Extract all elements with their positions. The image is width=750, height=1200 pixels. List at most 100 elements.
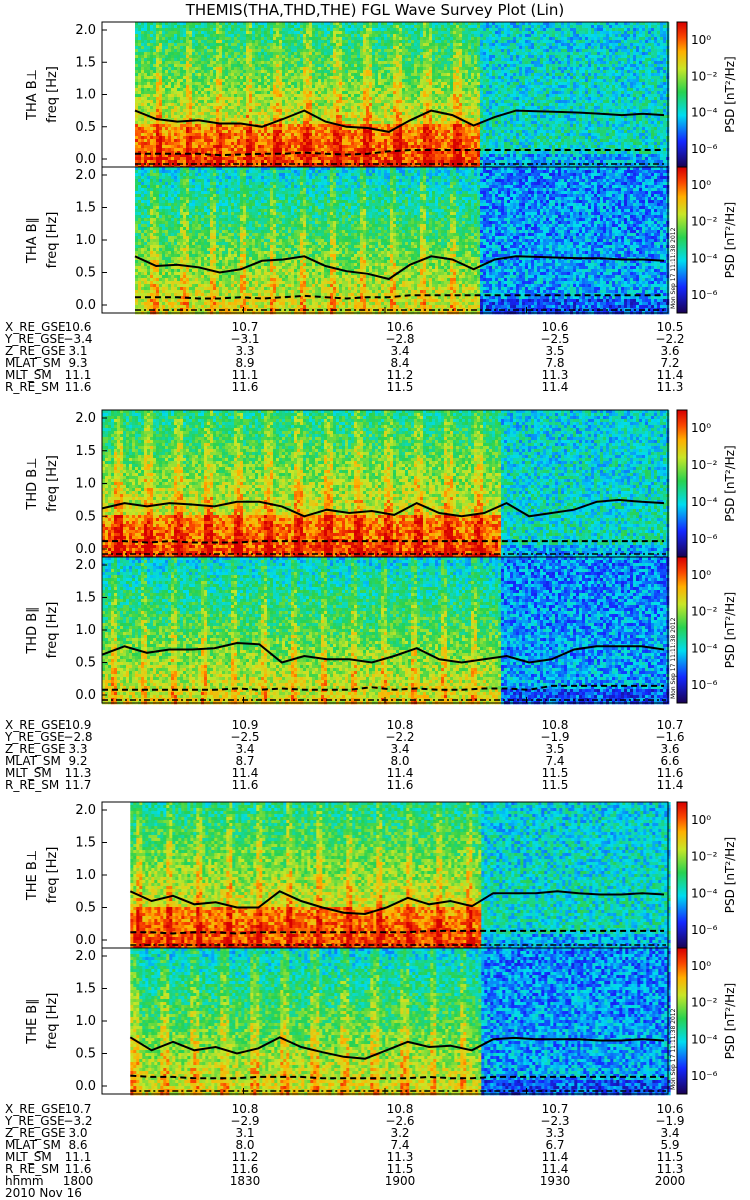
psd-cell <box>345 40 349 44</box>
psd-cell <box>198 163 202 167</box>
psd-cell <box>237 115 241 119</box>
psd-cell <box>258 22 262 26</box>
psd-cell <box>324 157 328 161</box>
psd-cell <box>177 127 181 131</box>
psd-cell <box>261 88 265 92</box>
psd-cell <box>291 106 295 110</box>
psd-cell <box>156 49 160 53</box>
psd-cell <box>405 127 409 131</box>
psd-cell <box>408 130 412 134</box>
psd-cell <box>417 58 421 62</box>
psd-cell <box>435 52 439 56</box>
psd-cell <box>294 94 298 98</box>
psd-cell <box>270 94 274 98</box>
psd-cell <box>222 103 226 107</box>
psd-cell <box>240 115 244 119</box>
psd-cell <box>174 34 178 38</box>
psd-cell <box>351 64 355 68</box>
psd-cell <box>396 157 400 161</box>
psd-cell <box>144 52 148 56</box>
psd-cell <box>390 64 394 68</box>
psd-cell <box>339 91 343 95</box>
psd-cell <box>162 88 166 92</box>
psd-cell <box>192 79 196 83</box>
psd-cell <box>165 28 169 32</box>
psd-cell <box>207 79 211 83</box>
psd-cell <box>237 82 241 86</box>
psd-cell <box>435 142 439 146</box>
psd-cell <box>189 88 193 92</box>
psd-cell <box>150 25 154 29</box>
psd-cell <box>192 31 196 35</box>
psd-cell <box>438 133 442 137</box>
psd-cell <box>177 142 181 146</box>
psd-cell <box>348 154 352 158</box>
psd-cell <box>357 37 361 41</box>
psd-cell <box>222 157 226 161</box>
psd-cell <box>246 73 250 77</box>
psd-cell <box>213 106 217 110</box>
psd-cell <box>375 79 379 83</box>
psd-cell <box>168 160 172 164</box>
psd-cell <box>165 157 169 161</box>
psd-cell <box>402 25 406 29</box>
psd-cell <box>321 133 325 137</box>
psd-cell <box>324 139 328 143</box>
psd-cell <box>315 109 319 113</box>
psd-cell <box>171 154 175 158</box>
psd-cell <box>267 109 271 113</box>
psd-cell <box>228 124 232 128</box>
psd-cell <box>192 94 196 98</box>
psd-cell <box>189 100 193 104</box>
psd-cell <box>381 64 385 68</box>
psd-cell <box>198 139 202 143</box>
psd-cell <box>438 34 442 38</box>
psd-cell <box>153 64 157 68</box>
psd-cell <box>318 55 322 59</box>
psd-cell <box>288 133 292 137</box>
psd-cell <box>186 31 190 35</box>
psd-cell <box>225 160 229 164</box>
psd-cell <box>192 37 196 41</box>
psd-cell <box>207 151 211 155</box>
psd-cell <box>285 157 289 161</box>
psd-cell <box>375 28 379 32</box>
psd-cell <box>234 28 238 32</box>
psd-cell <box>363 28 367 32</box>
psd-cell <box>351 136 355 140</box>
psd-cell <box>255 103 259 107</box>
psd-cell <box>405 103 409 107</box>
psd-cell <box>135 94 139 98</box>
psd-cell <box>312 100 316 104</box>
psd-cell <box>348 145 352 149</box>
psd-cell <box>396 25 400 29</box>
psd-cell <box>138 79 142 83</box>
psd-cell <box>420 115 424 119</box>
psd-cell <box>375 118 379 122</box>
psd-cell <box>345 157 349 161</box>
psd-cell <box>138 133 142 137</box>
psd-cell <box>312 127 316 131</box>
psd-cell <box>399 52 403 56</box>
psd-cell <box>324 34 328 38</box>
psd-cell <box>378 100 382 104</box>
psd-cell <box>357 34 361 38</box>
psd-cell <box>183 43 187 47</box>
psd-cell <box>231 91 235 95</box>
psd-cell <box>363 142 367 146</box>
psd-cell <box>309 124 313 128</box>
psd-cell <box>216 88 220 92</box>
psd-cell <box>264 157 268 161</box>
psd-cell <box>351 148 355 152</box>
psd-cell <box>405 106 409 110</box>
psd-cell <box>303 154 307 158</box>
psd-cell <box>408 115 412 119</box>
psd-cell <box>201 100 205 104</box>
psd-cell <box>354 25 358 29</box>
psd-cell <box>144 22 148 26</box>
psd-cell <box>288 22 292 26</box>
psd-cell <box>381 157 385 161</box>
psd-cell <box>156 106 160 110</box>
psd-cell <box>147 160 151 164</box>
psd-cell <box>351 43 355 47</box>
